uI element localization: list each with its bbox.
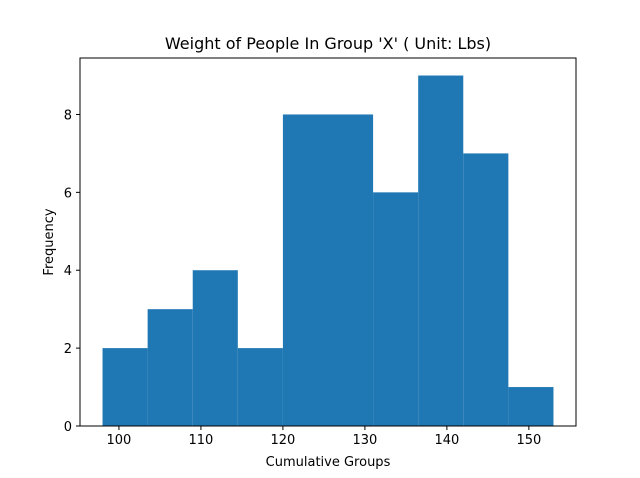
- histogram-bar: [282, 114, 328, 426]
- y-axis-label: Frequency: [42, 208, 57, 275]
- histogram-bar: [237, 348, 283, 426]
- bars-group: [102, 75, 554, 427]
- x-tick-label: 150: [516, 433, 541, 448]
- histogram-bar: [463, 153, 509, 426]
- y-tick-label: 6: [64, 186, 72, 201]
- histogram-bar: [147, 309, 193, 426]
- y-tick-label: 2: [64, 342, 72, 357]
- histogram-bar: [418, 75, 464, 427]
- histogram-bar: [102, 348, 148, 426]
- chart-title: Weight of People In Group 'X' ( Unit: Lb…: [165, 34, 491, 53]
- histogram-bar: [508, 387, 554, 426]
- histogram-bar: [373, 192, 419, 426]
- y-tick-label: 0: [64, 420, 72, 435]
- histogram-bar: [328, 114, 374, 426]
- histogram-bar: [192, 270, 238, 426]
- y-tick-label: 4: [64, 264, 72, 279]
- plot-frame: [79, 57, 577, 427]
- x-tick-label: 120: [270, 433, 295, 448]
- axes-group: 100 110 120 130 140 150 0 2 4 6 8: [64, 57, 577, 448]
- y-tick-label: 8: [64, 108, 72, 123]
- x-tick-label: 140: [434, 433, 459, 448]
- x-tick-label: 130: [352, 433, 377, 448]
- x-tick-label: 100: [107, 433, 132, 448]
- x-tick-label: 110: [189, 433, 214, 448]
- x-axis-label: Cumulative Groups: [266, 455, 391, 470]
